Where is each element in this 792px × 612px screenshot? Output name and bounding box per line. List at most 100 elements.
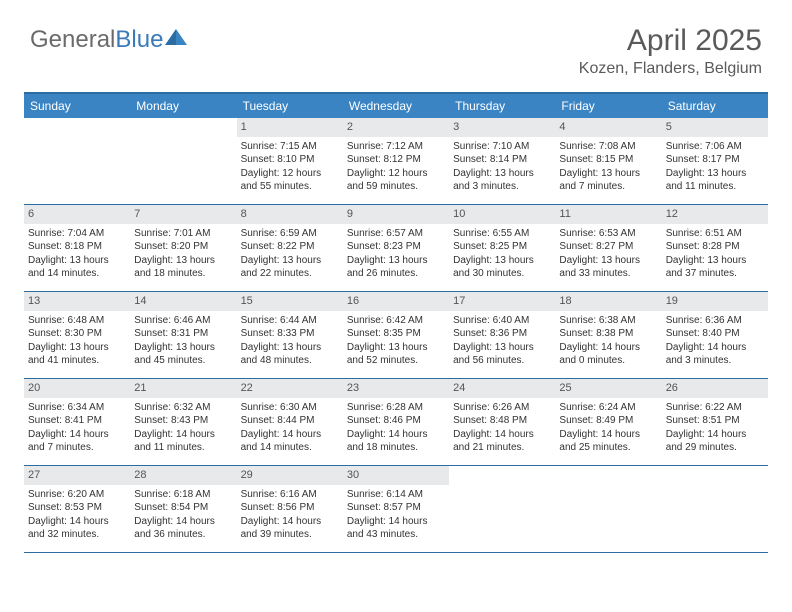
day-cell: 21Sunrise: 6:32 AMSunset: 8:43 PMDayligh… <box>130 379 236 465</box>
daylight-text: Daylight: 13 hours and 33 minutes. <box>559 254 657 281</box>
day-cell: 30 Sunrise: 6:14 AMSunset: 8:57 PMDayligh… <box>343 466 449 552</box>
sunrise-text: Sunrise: 6:51 AM <box>666 227 764 241</box>
sunrise-text: Sunrise: 6:53 AM <box>559 227 657 241</box>
daylight-text: Daylight: 13 hours and 22 minutes. <box>241 254 339 281</box>
daylight-text: Daylight: 13 hours and 11 minutes. <box>666 167 764 194</box>
sunrise-text: Sunrise: 6:34 AM <box>28 401 126 415</box>
daylight-text: Daylight: 13 hours and 3 minutes. <box>453 167 551 194</box>
sunset-text: Sunset: 8:44 PM <box>241 414 339 428</box>
day-number: 19 <box>662 292 768 311</box>
day-cell: 20Sunrise: 6:34 AMSunset: 8:41 PMDayligh… <box>24 379 130 465</box>
day-cell: 7Sunrise: 7:01 AMSunset: 8:20 PMDaylight… <box>130 205 236 291</box>
sunrise-text: Sunrise: 6:26 AM <box>453 401 551 415</box>
daylight-text: Daylight: 13 hours and 45 minutes. <box>134 341 232 368</box>
day-number: 2 <box>343 118 449 137</box>
weekday-header: Saturday <box>662 94 768 118</box>
sunrise-text: Sunrise: 6:30 AM <box>241 401 339 415</box>
day-number: 16 <box>343 292 449 311</box>
weekday-header: Friday <box>555 94 661 118</box>
day-cell: 18Sunrise: 6:38 AMSunset: 8:38 PMDayligh… <box>555 292 661 378</box>
day-number: 3 <box>449 118 555 137</box>
day-cell: 24Sunrise: 6:26 AMSunset: 8:48 PMDayligh… <box>449 379 555 465</box>
sunset-text: Sunset: 8:17 PM <box>666 153 764 167</box>
daylight-text: Daylight: 13 hours and 30 minutes. <box>453 254 551 281</box>
weekday-header: Thursday <box>449 94 555 118</box>
sunset-text: Sunset: 8:22 PM <box>241 240 339 254</box>
day-number: 30 <box>343 466 449 485</box>
daylight-text: Daylight: 14 hours and 32 minutes. <box>28 515 126 542</box>
day-number: 18 <box>555 292 661 311</box>
daylight-text: Daylight: 14 hours and 18 minutes. <box>347 428 445 455</box>
day-cell: 28Sunrise: 6:18 AMSunset: 8:54 PMDayligh… <box>130 466 236 552</box>
day-cell <box>555 466 661 552</box>
week-row: 20Sunrise: 6:34 AMSunset: 8:41 PMDayligh… <box>24 379 768 466</box>
sunset-text: Sunset: 8:35 PM <box>347 327 445 341</box>
daylight-text: Daylight: 14 hours and 3 minutes. <box>666 341 764 368</box>
daylight-text: Daylight: 13 hours and 26 minutes. <box>347 254 445 281</box>
day-cell: 8Sunrise: 6:59 AMSunset: 8:22 PMDaylight… <box>237 205 343 291</box>
day-number: 25 <box>555 379 661 398</box>
sunset-text: Sunset: 8:12 PM <box>347 153 445 167</box>
logo-text-blue: Blue <box>115 26 163 53</box>
day-cell <box>24 118 130 204</box>
sunset-text: Sunset: 8:23 PM <box>347 240 445 254</box>
daylight-text: Daylight: 14 hours and 43 minutes. <box>347 515 445 542</box>
day-cell: 26Sunrise: 6:22 AMSunset: 8:51 PMDayligh… <box>662 379 768 465</box>
day-cell: 29Sunrise: 6:16 AMSunset: 8:56 PMDayligh… <box>237 466 343 552</box>
day-number: 23 <box>343 379 449 398</box>
sunset-text: Sunset: 8:25 PM <box>453 240 551 254</box>
header-block: April 2025 Kozen, Flanders, Belgium <box>579 24 762 78</box>
weekday-header: Wednesday <box>343 94 449 118</box>
sunset-text: Sunset: 8:20 PM <box>134 240 232 254</box>
day-cell: 16Sunrise: 6:42 AMSunset: 8:35 PMDayligh… <box>343 292 449 378</box>
day-number: 7 <box>130 205 236 224</box>
sunrise-text: Sunrise: 6:48 AM <box>28 314 126 328</box>
daylight-text: Daylight: 13 hours and 52 minutes. <box>347 341 445 368</box>
sunset-text: Sunset: 8:57 PM <box>347 501 445 515</box>
day-number: 5 <box>662 118 768 137</box>
day-cell: 9 Sunrise: 6:57 AMSunset: 8:23 PMDaylight… <box>343 205 449 291</box>
day-number: 1 <box>237 118 343 137</box>
sunset-text: Sunset: 8:43 PM <box>134 414 232 428</box>
month-title: April 2025 <box>579 24 762 58</box>
daylight-text: Daylight: 14 hours and 11 minutes. <box>134 428 232 455</box>
daylight-text: Daylight: 14 hours and 7 minutes. <box>28 428 126 455</box>
sunset-text: Sunset: 8:14 PM <box>453 153 551 167</box>
sunrise-text: Sunrise: 7:06 AM <box>666 140 764 154</box>
logo-text-general: General <box>30 26 115 53</box>
sunset-text: Sunset: 8:36 PM <box>453 327 551 341</box>
day-cell: 25Sunrise: 6:24 AMSunset: 8:49 PMDayligh… <box>555 379 661 465</box>
sunrise-text: Sunrise: 7:01 AM <box>134 227 232 241</box>
sunrise-text: Sunrise: 6:14 AM <box>347 488 445 502</box>
sunset-text: Sunset: 8:54 PM <box>134 501 232 515</box>
day-cell: 2Sunrise: 7:12 AMSunset: 8:12 PMDaylight… <box>343 118 449 204</box>
day-cell: 6Sunrise: 7:04 AMSunset: 8:18 PMDaylight… <box>24 205 130 291</box>
day-number: 6 <box>24 205 130 224</box>
day-cell: 22Sunrise: 6:30 AMSunset: 8:44 PMDayligh… <box>237 379 343 465</box>
sunset-text: Sunset: 8:27 PM <box>559 240 657 254</box>
daylight-text: Daylight: 13 hours and 56 minutes. <box>453 341 551 368</box>
day-number: 9 <box>343 205 449 224</box>
sunrise-text: Sunrise: 6:38 AM <box>559 314 657 328</box>
day-cell: 12Sunrise: 6:51 AMSunset: 8:28 PMDayligh… <box>662 205 768 291</box>
sunset-text: Sunset: 8:31 PM <box>134 327 232 341</box>
sunrise-text: Sunrise: 6:59 AM <box>241 227 339 241</box>
day-number: 26 <box>662 379 768 398</box>
day-cell: 11Sunrise: 6:53 AMSunset: 8:27 PMDayligh… <box>555 205 661 291</box>
sunset-text: Sunset: 8:33 PM <box>241 327 339 341</box>
day-number: 29 <box>237 466 343 485</box>
day-cell <box>449 466 555 552</box>
daylight-text: Daylight: 14 hours and 36 minutes. <box>134 515 232 542</box>
day-number: 14 <box>130 292 236 311</box>
day-number: 13 <box>24 292 130 311</box>
sunset-text: Sunset: 8:40 PM <box>666 327 764 341</box>
day-number: 21 <box>130 379 236 398</box>
day-cell: 19Sunrise: 6:36 AMSunset: 8:40 PMDayligh… <box>662 292 768 378</box>
sunset-text: Sunset: 8:10 PM <box>241 153 339 167</box>
day-cell: 14Sunrise: 6:46 AMSunset: 8:31 PMDayligh… <box>130 292 236 378</box>
day-number: 28 <box>130 466 236 485</box>
sunrise-text: Sunrise: 6:57 AM <box>347 227 445 241</box>
day-number: 10 <box>449 205 555 224</box>
weeks-container: 1Sunrise: 7:15 AMSunset: 8:10 PMDaylight… <box>24 118 768 553</box>
sunrise-text: Sunrise: 6:16 AM <box>241 488 339 502</box>
